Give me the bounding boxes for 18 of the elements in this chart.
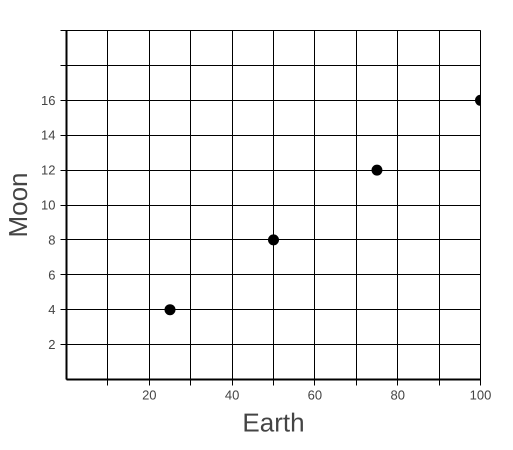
x-tick-label: 20 xyxy=(142,388,157,402)
y-tick-label: 12 xyxy=(41,162,56,178)
x-tick-label: 100 xyxy=(470,388,492,402)
x-tick-label: 60 xyxy=(308,388,322,402)
point xyxy=(268,234,279,246)
y-tick-label: 14 xyxy=(41,128,56,143)
y-tick-label: 2 xyxy=(48,337,56,352)
y-tick-label: 8 xyxy=(48,232,56,248)
x-tick-label: 80 xyxy=(390,388,405,402)
y-tick-label: 16 xyxy=(41,92,56,108)
y-tick-label: 4 xyxy=(48,302,56,318)
point xyxy=(164,304,176,316)
x-axis-title: Earth xyxy=(242,408,305,438)
point xyxy=(372,164,382,176)
y-tick-label: 10 xyxy=(41,198,56,212)
y-axis-title: Moon xyxy=(3,172,34,238)
x-tick-label: 40 xyxy=(224,388,240,402)
y-tick-label: 6 xyxy=(48,267,56,282)
